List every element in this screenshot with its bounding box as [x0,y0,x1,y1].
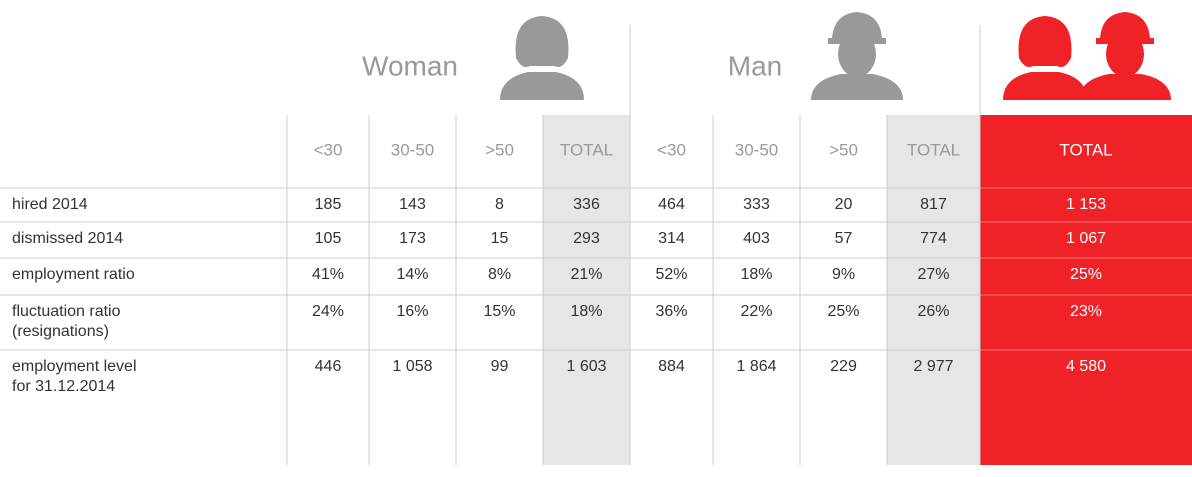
cell: 333 [743,196,770,213]
group-title: Woman [362,50,458,81]
grand-total-bg [980,115,1192,465]
column-header: <30 [657,140,686,159]
woman-icon [500,16,584,100]
column-header: TOTAL [907,140,960,159]
cell: 1 067 [1066,230,1106,247]
column-header: >50 [485,140,514,159]
row-label: hired 2014 [12,196,88,213]
cell: 1 603 [566,358,606,375]
cell: 41% [312,266,344,283]
total-bg [887,115,980,465]
cell: 4 580 [1066,358,1106,375]
row-label: dismissed 2014 [12,230,123,247]
cell: 1 058 [392,358,432,375]
cell: 8% [488,266,511,283]
cell: 403 [743,230,770,247]
cell: 1 864 [736,358,776,375]
cell: 27% [917,266,949,283]
cell: 8 [495,196,504,213]
column-header: TOTAL [1059,140,1112,159]
cell: 14% [396,266,428,283]
cell: 2 977 [913,358,953,375]
cell: 18% [570,303,602,320]
row-label: fluctuation ratio [12,303,121,320]
cell: 24% [312,303,344,320]
cell: 817 [920,196,947,213]
cell: 16% [396,303,428,320]
row-label: employment ratio [12,266,135,283]
row-label: (resignations) [12,323,109,340]
column-header: TOTAL [560,140,613,159]
cell: 293 [573,230,600,247]
cell: 185 [315,196,342,213]
cell: 20 [835,196,853,213]
cell: 21% [570,266,602,283]
cell: 99 [491,358,509,375]
cell: 25% [827,303,859,320]
cell: 26% [917,303,949,320]
cell: 314 [658,230,685,247]
cell: 229 [830,358,857,375]
man-icon [811,12,903,100]
total-bg [543,115,630,465]
cell: 9% [832,266,855,283]
cell: 25% [1070,266,1102,283]
cell: 464 [658,196,685,213]
cell: 36% [655,303,687,320]
cell: 15 [491,230,509,247]
cell: 15% [483,303,515,320]
cell: 23% [1070,303,1102,320]
row-label: employment level [12,358,137,375]
cell: 336 [573,196,600,213]
group-title: Man [728,50,782,81]
column-header: <30 [314,140,343,159]
cell: 22% [740,303,772,320]
cell: 105 [315,230,342,247]
cell: 774 [920,230,947,247]
column-header: 30-50 [735,140,778,159]
cell: 57 [835,230,853,247]
row-label: for 31.12.2014 [12,378,115,395]
woman-icon-red [1003,16,1087,100]
man-icon-red [1079,12,1171,100]
cell: 446 [315,358,342,375]
cell: 1 153 [1066,196,1106,213]
cell: 173 [399,230,426,247]
cell: 143 [399,196,426,213]
cell: 18% [740,266,772,283]
cell: 52% [655,266,687,283]
column-header: >50 [829,140,858,159]
cell: 884 [658,358,685,375]
column-header: 30-50 [391,140,434,159]
